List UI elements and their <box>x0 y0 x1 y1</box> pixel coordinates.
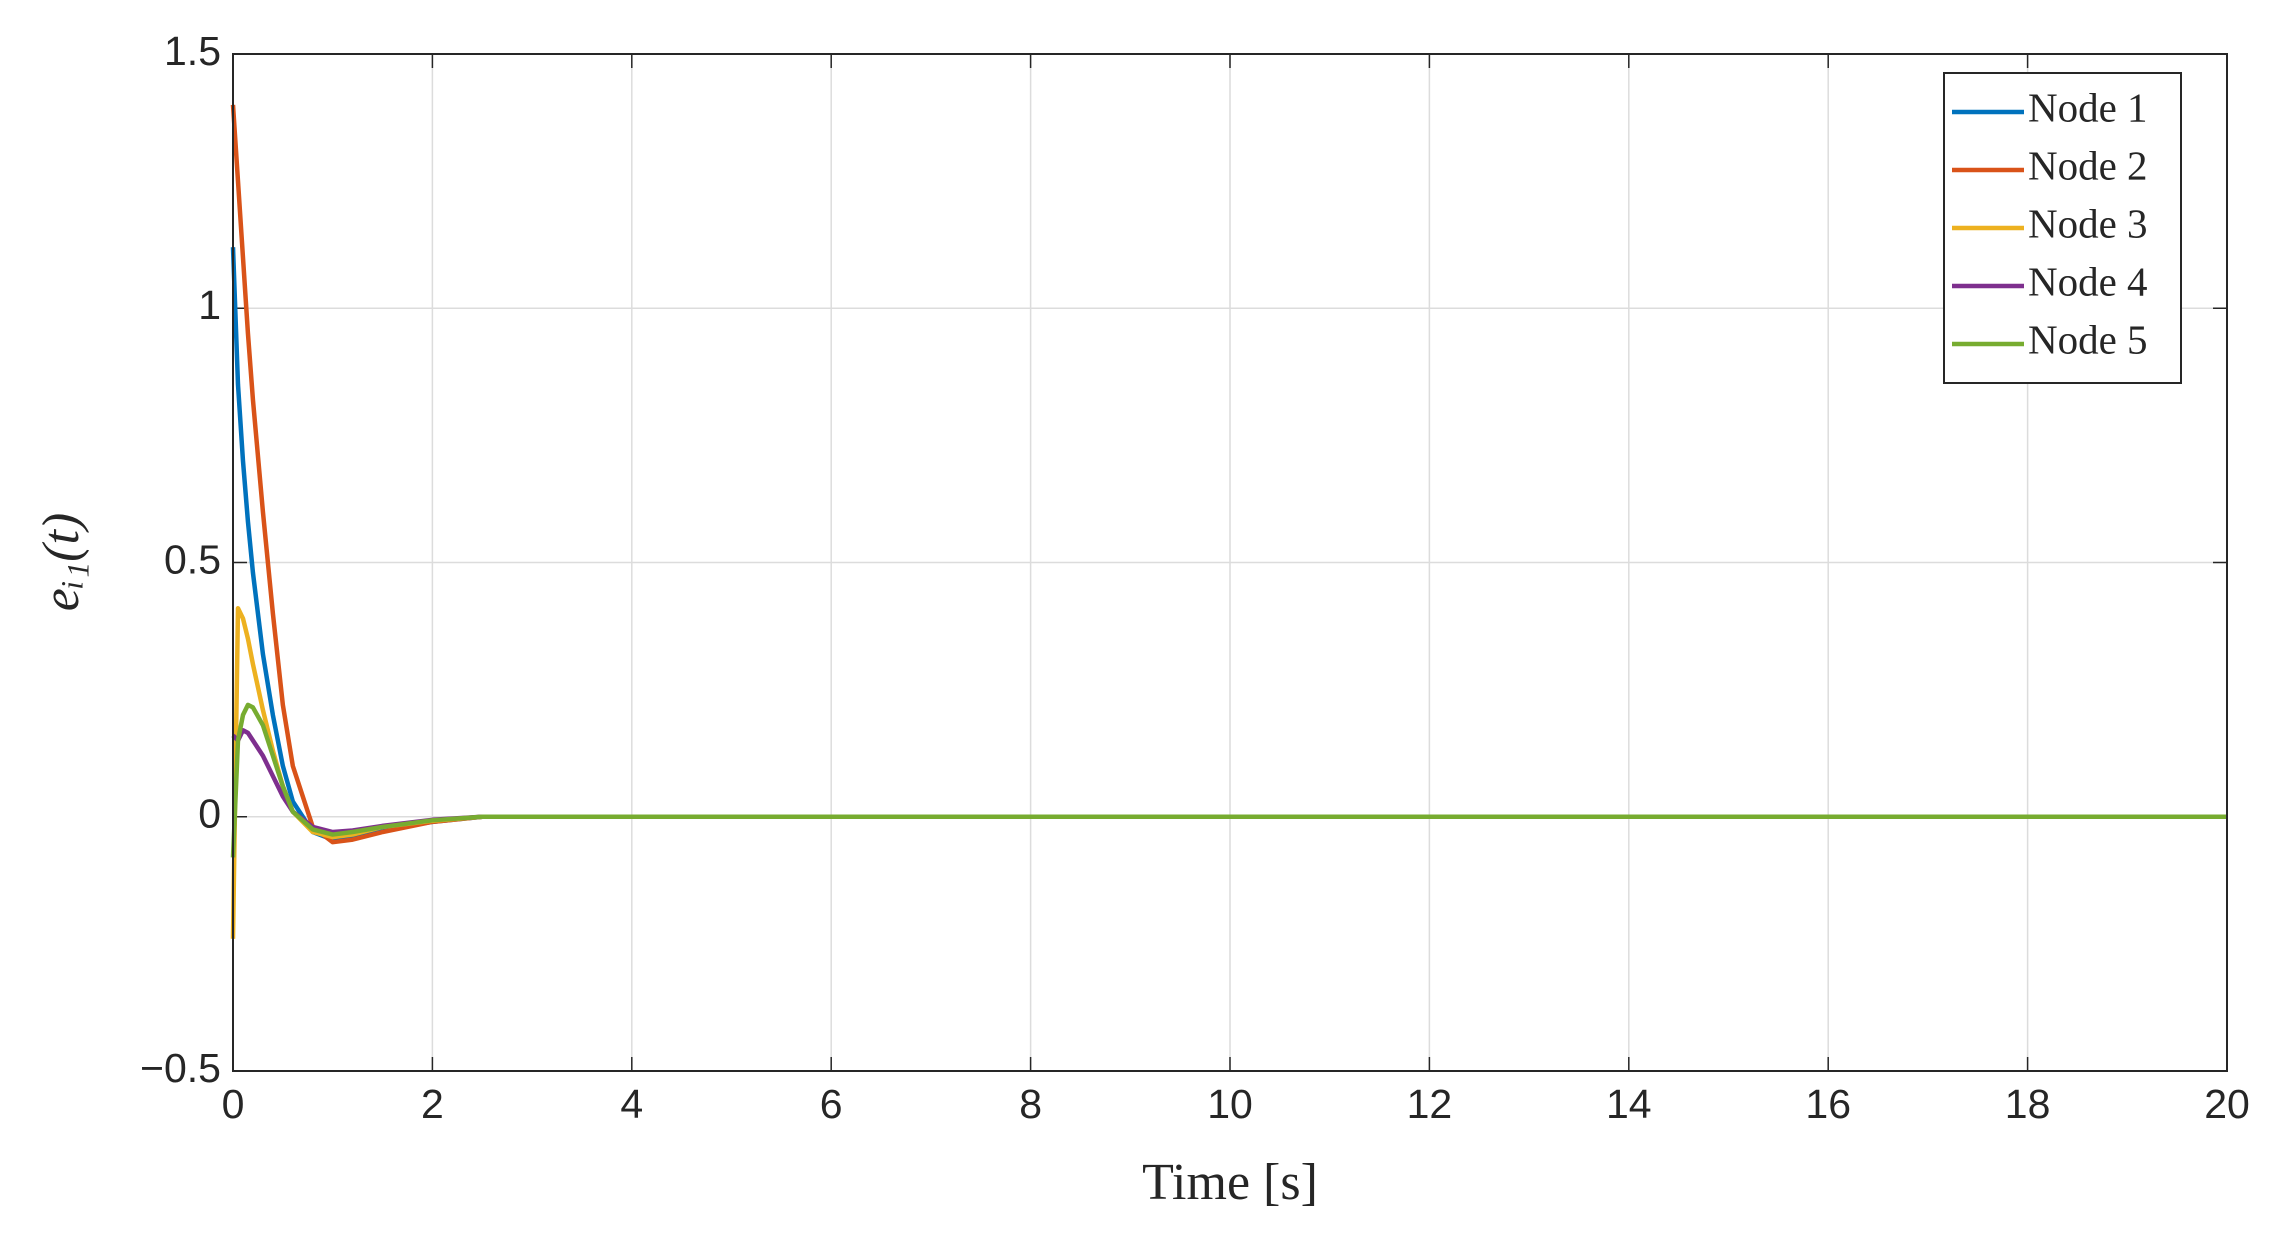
x-tick-label: 10 <box>1207 1081 1253 1127</box>
y-tick-label: 0.5 <box>164 536 221 582</box>
legend: Node 1 Node 2 Node 3 Node 4 Node 5 <box>1943 72 2182 384</box>
x-tick-label: 4 <box>620 1081 643 1127</box>
x-tick-label: 12 <box>1407 1081 1453 1127</box>
x-tick-label: 14 <box>1606 1081 1652 1127</box>
x-tick-label: 18 <box>2005 1081 2051 1127</box>
y-tick-label: −0.5 <box>140 1045 221 1091</box>
y-tick-label: 1.5 <box>164 28 221 74</box>
y-tick-label: 1 <box>198 282 221 328</box>
x-tick-label: 0 <box>222 1081 245 1127</box>
x-axis-label: Time [s] <box>1142 1154 1318 1211</box>
legend-label: Node 4 <box>2028 258 2148 304</box>
x-tick-label: 6 <box>820 1081 843 1127</box>
y-tick-label: 0 <box>198 791 221 837</box>
y-axis-label: eᵢ₁(t) <box>33 513 90 611</box>
axes-frame <box>232 53 2228 1072</box>
legend-label: Node 1 <box>2028 84 2148 130</box>
legend-label: Node 3 <box>2028 200 2148 246</box>
legend-label: Node 2 <box>2028 142 2148 188</box>
x-tick-label: 2 <box>421 1081 444 1127</box>
x-tick-label: 20 <box>2204 1081 2250 1127</box>
legend-label: Node 5 <box>2028 316 2148 362</box>
x-tick-label: 8 <box>1019 1081 1042 1127</box>
x-tick-label: 16 <box>1805 1081 1851 1127</box>
series-line <box>230 702 2227 858</box>
